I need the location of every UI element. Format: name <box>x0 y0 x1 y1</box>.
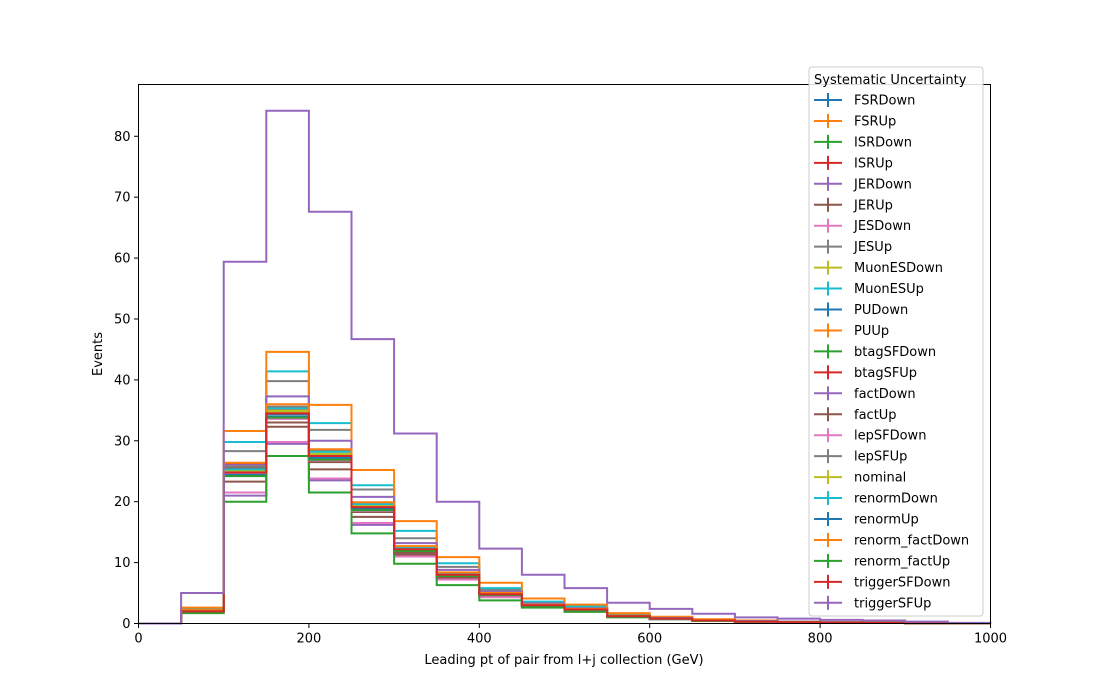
legend-item-renorm_factUp: renorm_factUp <box>814 553 950 569</box>
y-tick-label: 20 <box>114 495 131 510</box>
series-line-triggerSFUp <box>138 109 992 625</box>
x-axis: 0 200 400 600 800 1000 <box>134 623 1007 647</box>
legend-label: MuonESUp <box>854 282 924 297</box>
legend-item-MuonESDown: MuonESDown <box>814 260 943 276</box>
legend-item-nominal: nominal <box>814 470 906 486</box>
legend-label: PUUp <box>854 324 889 339</box>
legend-item-JESUp: JESUp <box>814 239 892 255</box>
legend: Systematic Uncertainty FSRDown FSRUp ISRDo… <box>808 66 984 617</box>
x-tick-label: 800 <box>808 632 833 647</box>
legend-item-ISRDown: ISRDown <box>814 134 912 150</box>
legend-item-PUDown: PUDown <box>814 302 908 318</box>
legend-item-FSRDown: FSRDown <box>814 93 915 109</box>
y-tick-label: 50 <box>114 312 131 327</box>
legend-label: JESUp <box>853 240 892 255</box>
legend-item-JESDown: JESDown <box>814 218 911 234</box>
legend-item-renorm_factDown: renorm_factDown <box>814 532 969 548</box>
legend-label: JESDown <box>853 219 911 234</box>
legend-label: FSRDown <box>854 94 915 109</box>
legend-label: triggerSFDown <box>854 575 950 590</box>
x-tick-label: 600 <box>637 632 662 647</box>
y-tick-label: 30 <box>114 434 131 449</box>
legend-label: renorm_factUp <box>854 554 950 569</box>
x-tick-label: 0 <box>134 632 142 647</box>
legend-label: factUp <box>854 408 897 423</box>
y-tick-label: 80 <box>114 130 131 145</box>
legend-label: btagSFDown <box>854 345 936 360</box>
legend-label: MuonESDown <box>854 261 943 276</box>
legend-item-renormDown: renormDown <box>814 491 938 507</box>
legend-box <box>808 66 984 617</box>
legend-label: nominal <box>854 471 906 486</box>
legend-item-FSRUp: FSRUp <box>814 113 896 129</box>
y-tick-label: 70 <box>114 191 131 206</box>
legend-item-renormUp: renormUp <box>814 512 919 528</box>
legend-label: ISRUp <box>854 156 893 171</box>
plot-frame <box>138 84 991 624</box>
y-axis: 0 10 20 30 40 50 60 70 80 <box>114 130 139 632</box>
legend-label: btagSFUp <box>854 366 917 381</box>
series-line-triggerSFDown <box>138 412 992 625</box>
series-layer <box>138 109 992 625</box>
legend-label: lepSFDown <box>854 429 926 444</box>
y-tick-label: 60 <box>114 252 131 267</box>
legend-label: triggerSFUp <box>854 596 931 611</box>
legend-item-triggerSFUp: triggerSFUp <box>814 595 931 611</box>
legend-label: JERDown <box>853 177 912 192</box>
legend-item-lepSFDown: lepSFDown <box>814 428 926 444</box>
legend-label: FSRUp <box>854 114 896 129</box>
legend-label: lepSFUp <box>854 450 907 465</box>
legend-label: ISRDown <box>854 135 912 150</box>
legend-label: PUDown <box>854 303 908 318</box>
legend-items: FSRDown FSRUp ISRDown ISRUp JERDown JERUp JESD… <box>814 93 969 611</box>
legend-label: renormUp <box>854 513 919 528</box>
y-axis-title: Events <box>91 332 106 376</box>
legend-label: renormDown <box>854 492 938 507</box>
legend-item-PUUp: PUUp <box>814 323 889 339</box>
legend-label: JERUp <box>853 198 893 213</box>
legend-item-btagSFDown: btagSFDown <box>814 344 936 360</box>
x-tick-label: 1000 <box>974 632 1007 647</box>
legend-label: renorm_factDown <box>854 533 969 548</box>
x-tick-label: 200 <box>296 632 321 647</box>
y-tick-label: 10 <box>114 556 131 571</box>
legend-item-triggerSFDown: triggerSFDown <box>814 574 950 590</box>
legend-item-btagSFUp: btagSFUp <box>814 365 917 381</box>
legend-item-factDown: factDown <box>814 386 916 402</box>
legend-label: factDown <box>854 387 916 402</box>
legend-item-JERUp: JERUp <box>814 197 893 213</box>
legend-title: Systematic Uncertainty <box>814 73 967 88</box>
y-tick-label: 0 <box>122 617 130 632</box>
legend-item-factUp: factUp <box>814 407 897 423</box>
legend-item-JERDown: JERDown <box>814 176 912 192</box>
legend-item-ISRUp: ISRUp <box>814 155 893 171</box>
legend-item-MuonESUp: MuonESUp <box>814 281 924 297</box>
x-tick-label: 400 <box>467 632 492 647</box>
legend-item-lepSFUp: lepSFUp <box>814 449 907 465</box>
y-tick-label: 40 <box>114 373 131 388</box>
x-axis-title: Leading pt of pair from l+j collection (… <box>424 653 703 668</box>
